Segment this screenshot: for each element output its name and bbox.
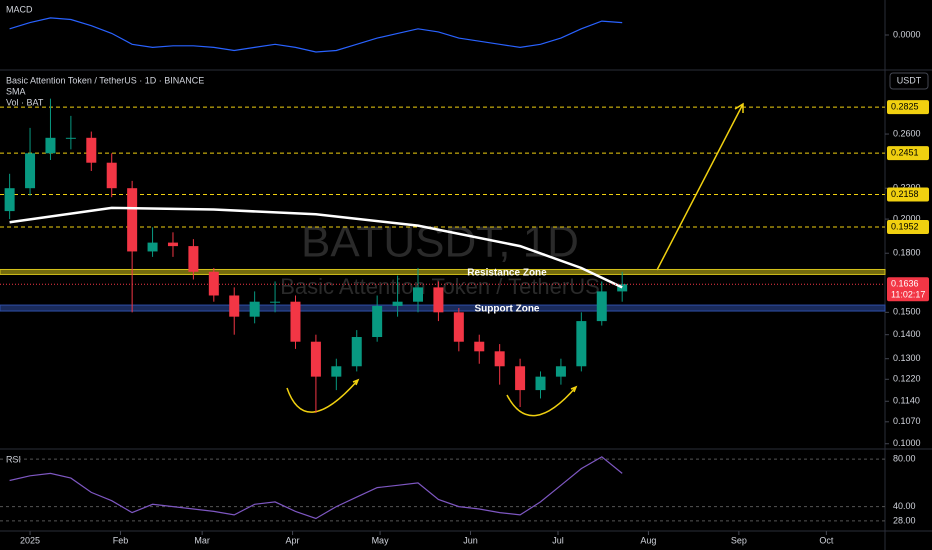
candle-body xyxy=(351,337,362,367)
candle-body xyxy=(433,287,444,313)
macd-title: MACD xyxy=(6,4,33,14)
candle-body xyxy=(535,376,546,391)
candle-body xyxy=(331,366,342,377)
candle-body xyxy=(555,366,566,377)
x-tick-label: Feb xyxy=(113,535,129,545)
level-box xyxy=(887,100,929,115)
last-price-label: 0.1636 xyxy=(891,279,919,289)
candle-body xyxy=(576,321,587,367)
x-tick-label: Oct xyxy=(819,535,834,545)
level-label: 0.2158 xyxy=(891,189,919,199)
candle-body xyxy=(596,291,607,322)
candle-body xyxy=(249,301,260,317)
candle-body xyxy=(412,287,423,302)
currency-label[interactable]: USDT xyxy=(897,75,922,85)
indicator-line xyxy=(9,456,623,520)
candle-body xyxy=(4,188,15,212)
x-tick-label: Jul xyxy=(552,535,564,545)
pattern-curve xyxy=(506,386,577,417)
y-tick-label: 0.1140 xyxy=(893,396,920,406)
curve-arrowhead xyxy=(352,378,578,393)
candle-body xyxy=(45,137,56,154)
zone-label: Resistance Zone xyxy=(467,268,547,279)
candle-body xyxy=(208,271,219,296)
countdown: 11:02:17 xyxy=(891,290,925,300)
x-tick-label: Apr xyxy=(286,535,300,545)
candle-body xyxy=(188,246,199,272)
currency-box[interactable] xyxy=(889,72,929,90)
candle-body xyxy=(515,366,526,391)
x-tick-label: Jun xyxy=(463,535,478,545)
level-box xyxy=(887,219,929,234)
watermark: BATUSDT, 1D xyxy=(301,218,579,267)
candle-body xyxy=(106,162,117,189)
last-price-box xyxy=(887,277,929,302)
x-tick-label: Mar xyxy=(194,535,210,545)
candle-body xyxy=(494,351,505,367)
candle-body xyxy=(392,301,403,306)
y-tick-label: 0.1300 xyxy=(893,353,921,363)
y-tick-label: 28.00 xyxy=(893,515,916,525)
level-box xyxy=(887,187,929,202)
candle-body xyxy=(310,341,321,377)
target-arrow xyxy=(656,103,744,271)
candle-body xyxy=(372,305,383,338)
candle-body xyxy=(453,312,464,342)
y-tick-label: 0.2600 xyxy=(893,128,921,138)
y-tick-label: 40.00 xyxy=(893,501,916,511)
x-tick-label: May xyxy=(372,535,390,545)
indicator-label: SMA xyxy=(6,86,26,96)
level-label: 0.2451 xyxy=(891,148,919,158)
y-tick-label: 0.1800 xyxy=(893,248,921,258)
candle-body xyxy=(290,301,301,342)
y-tick-label: 80.00 xyxy=(893,454,916,464)
x-tick-label: Sep xyxy=(731,535,747,545)
y-tick-label: 0.1220 xyxy=(893,374,921,384)
candle-body xyxy=(65,137,76,139)
candle-body xyxy=(25,153,36,189)
candle-body xyxy=(167,242,178,247)
candle-body xyxy=(147,242,158,252)
candle-body xyxy=(474,341,485,352)
x-tick-label: 2025 xyxy=(20,535,40,545)
candle-body xyxy=(127,188,138,252)
level-label: 0.2825 xyxy=(891,102,919,112)
level-box xyxy=(887,146,929,161)
symbol-title: Basic Attention Token / TetherUS · 1D · … xyxy=(6,75,204,85)
pattern-curve xyxy=(286,379,359,413)
y-tick-label: 0.0000 xyxy=(893,29,921,39)
y-tick-label: 0.1070 xyxy=(893,416,921,426)
y-tick-label: 0.2000 xyxy=(893,213,921,223)
candle-body xyxy=(229,295,240,317)
sma-line xyxy=(9,206,623,289)
candle-body xyxy=(86,137,97,163)
candle-body xyxy=(270,301,281,303)
y-tick-label: 0.1400 xyxy=(893,329,921,339)
x-tick-label: Aug xyxy=(640,535,656,545)
indicator-label: Vol · BAT xyxy=(6,97,44,107)
zone-label: Support Zone xyxy=(475,304,540,315)
zone xyxy=(0,268,886,275)
indicator-line xyxy=(9,17,623,53)
y-tick-label: 0.1500 xyxy=(893,307,921,317)
y-tick-label: 0.1000 xyxy=(893,438,921,448)
candle-body xyxy=(617,284,628,292)
level-label: 0.1952 xyxy=(891,221,919,231)
